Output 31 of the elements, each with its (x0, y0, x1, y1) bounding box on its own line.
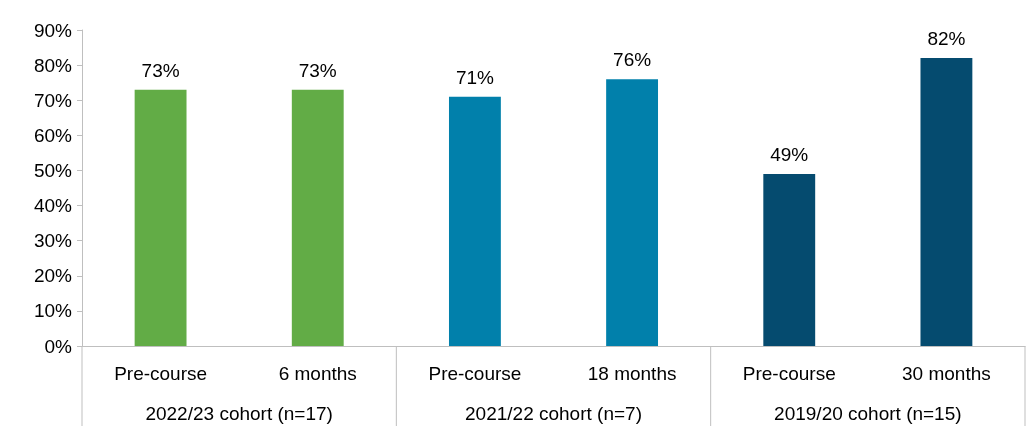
data-label: 73% (141, 59, 180, 81)
bar (920, 58, 973, 346)
bar (763, 173, 816, 346)
data-label: 71% (455, 66, 495, 88)
text: 2022/23 cohort (n=17) (145, 402, 333, 424)
y-tick-label: 90% (33, 19, 73, 41)
data-label: 76% (613, 49, 652, 71)
y-tick-label: 60% (33, 124, 73, 146)
text: 2021/22 cohort (n=7) (465, 402, 642, 424)
y-tick-label: 80% (33, 54, 73, 76)
text: 2019/20 cohort (n=15) (774, 402, 962, 424)
bar (134, 89, 187, 346)
x-tick-label: 6 months (278, 363, 357, 384)
bar (448, 96, 501, 346)
y-tick-label: 30% (33, 230, 73, 252)
y-tick-label: 10% (33, 300, 73, 322)
x-tick-label: Pre-course (428, 363, 522, 384)
x-tick-label: 18 months (587, 363, 677, 384)
x-tick-label: Pre-course (742, 363, 836, 384)
data-label: 82% (927, 28, 966, 50)
data-label: 73% (298, 59, 337, 81)
x-tick-label: Pre-course (114, 363, 208, 384)
bar (291, 89, 344, 346)
data-label: 49% (770, 143, 809, 165)
y-tick-label: 20% (33, 265, 73, 287)
y-tick-label: 50% (33, 159, 73, 181)
x-tick-label: 30 months (902, 363, 991, 384)
y-tick-label: 40% (33, 195, 73, 217)
y-tick-label: 70% (33, 89, 73, 111)
y-tick-label: 0% (44, 335, 73, 357)
bar (606, 79, 659, 346)
